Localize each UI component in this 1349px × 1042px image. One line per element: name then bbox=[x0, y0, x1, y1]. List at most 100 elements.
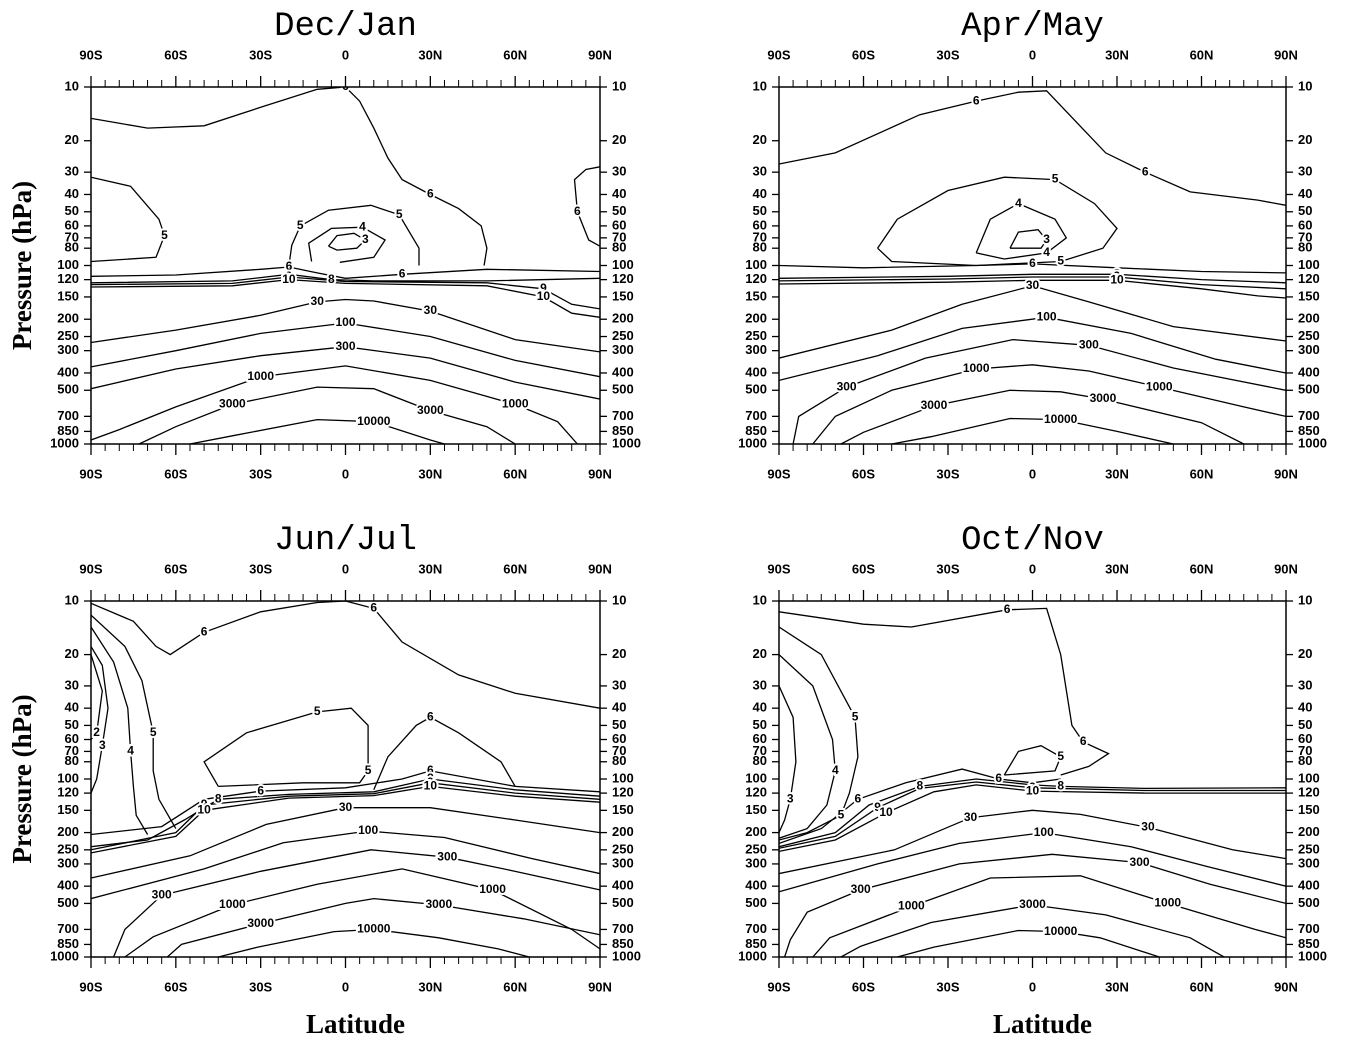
y-tick-label: 80 bbox=[1298, 753, 1312, 768]
contour-label: 9 bbox=[874, 800, 881, 814]
x-tick-label: 90S bbox=[79, 47, 102, 62]
x-tick-label: 90S bbox=[79, 561, 102, 576]
y-tick-label: 150 bbox=[57, 802, 79, 817]
y-tick-label: 200 bbox=[1298, 824, 1320, 839]
contour-label: 9 bbox=[286, 269, 293, 283]
contour-label: 8 bbox=[916, 779, 923, 793]
y-tick-label: 250 bbox=[1298, 841, 1320, 856]
contour-label: 30 bbox=[311, 294, 325, 308]
contour-line bbox=[112, 849, 600, 957]
y-tick-label: 700 bbox=[57, 921, 79, 936]
contour-label: 300 bbox=[851, 882, 871, 896]
y-tick-label: 200 bbox=[745, 824, 767, 839]
contour-line bbox=[779, 809, 1286, 875]
y-tick-label: 40 bbox=[612, 186, 626, 201]
y-tick-label: 50 bbox=[612, 203, 626, 218]
y-tick-label: 30 bbox=[753, 677, 767, 692]
y-tick-label: 400 bbox=[612, 878, 634, 893]
contour-label: 300 bbox=[437, 849, 457, 863]
contour-label: 3 bbox=[362, 232, 369, 246]
y-tick-label: 10 bbox=[65, 78, 79, 93]
contour-label: 5 bbox=[396, 207, 403, 221]
contour-label: 1000 bbox=[479, 882, 506, 896]
x-tick-label: 30S bbox=[249, 47, 272, 62]
x-tick-label: 60N bbox=[503, 47, 527, 62]
contour-label: 1000 bbox=[1154, 896, 1181, 910]
y-tick-label: 850 bbox=[745, 936, 767, 951]
x-tick-label: 30S bbox=[249, 561, 272, 576]
x-tick-label: 90S bbox=[79, 466, 102, 481]
y-tick-label: 250 bbox=[612, 841, 634, 856]
y-tick-label: 10 bbox=[612, 592, 626, 607]
contour-label: 100 bbox=[335, 315, 355, 329]
contour-line bbox=[779, 831, 1286, 893]
y-tick-label: 400 bbox=[57, 878, 79, 893]
y-tick-label: 80 bbox=[1298, 240, 1312, 255]
y-tick-label: 300 bbox=[57, 342, 79, 357]
x-axis-label: Latitude bbox=[306, 1009, 405, 1039]
contour-line bbox=[779, 273, 1286, 284]
y-tick-label: 20 bbox=[612, 646, 626, 661]
contour-line bbox=[573, 166, 600, 247]
y-tick-label: 30 bbox=[1298, 677, 1312, 692]
contour-label: 2 bbox=[93, 725, 100, 739]
contour-label: 3 bbox=[99, 738, 106, 752]
y-tick-label: 70 bbox=[753, 743, 767, 758]
y-tick-label: 40 bbox=[65, 700, 79, 715]
y-tick-label: 60 bbox=[753, 731, 767, 746]
contour-line bbox=[91, 614, 177, 829]
contour-line bbox=[91, 278, 600, 318]
contour-label: 5 bbox=[838, 808, 845, 822]
contour-line bbox=[91, 87, 488, 266]
y-tick-label: 400 bbox=[745, 364, 767, 379]
x-tick-label: 30N bbox=[1105, 466, 1129, 481]
y-tick-label: 120 bbox=[57, 785, 79, 800]
y-tick-label: 50 bbox=[612, 717, 626, 732]
panel-title: Dec/Jan bbox=[274, 8, 417, 46]
y-tick-label: 500 bbox=[1298, 895, 1320, 910]
contour-label: 6 bbox=[1142, 164, 1149, 178]
contour-label: 3000 bbox=[1090, 391, 1117, 405]
y-tick-label: 70 bbox=[1298, 229, 1312, 244]
y-tick-label: 120 bbox=[1298, 785, 1320, 800]
x-tick-label: 30N bbox=[1105, 979, 1129, 994]
y-tick-label: 80 bbox=[612, 753, 626, 768]
contour-line bbox=[975, 202, 1068, 260]
contour-line bbox=[91, 778, 600, 848]
y-tick-label: 200 bbox=[612, 824, 634, 839]
y-axis-label: Pressure (hPa) bbox=[7, 181, 37, 350]
y-tick-label: 50 bbox=[753, 203, 767, 218]
contour-line bbox=[779, 778, 1286, 848]
y-tick-label: 400 bbox=[57, 364, 79, 379]
y-tick-label: 50 bbox=[1298, 717, 1312, 732]
x-tick-label: 30S bbox=[936, 561, 959, 576]
contour-label: 300 bbox=[837, 379, 857, 393]
y-tick-label: 10 bbox=[65, 592, 79, 607]
contour-label: 6 bbox=[427, 763, 434, 777]
contour-line bbox=[779, 768, 1061, 845]
y-tick-label: 400 bbox=[745, 878, 767, 893]
y-tick-label: 70 bbox=[65, 743, 79, 758]
y-tick-label: 200 bbox=[57, 824, 79, 839]
contour-label: 6 bbox=[370, 601, 377, 615]
y-tick-label: 40 bbox=[753, 700, 767, 715]
contour-label: 6 bbox=[201, 625, 208, 639]
contour-label: 10 bbox=[879, 805, 893, 819]
y-tick-label: 200 bbox=[612, 311, 634, 326]
x-tick-label: 90S bbox=[767, 466, 790, 481]
contour-label: 8 bbox=[1114, 266, 1121, 280]
y-tick-label: 40 bbox=[65, 186, 79, 201]
contour-line bbox=[91, 626, 149, 835]
x-tick-label: 30S bbox=[249, 979, 272, 994]
y-tick-label: 40 bbox=[1298, 186, 1312, 201]
y-tick-label: 850 bbox=[57, 423, 79, 438]
y-tick-label: 250 bbox=[745, 841, 767, 856]
x-tick-label: 30N bbox=[418, 466, 442, 481]
contour-label: 5 bbox=[314, 704, 321, 718]
x-tick-label: 90S bbox=[767, 561, 790, 576]
contour-label: 4 bbox=[1043, 245, 1050, 259]
contour-line bbox=[779, 654, 836, 839]
y-tick-label: 60 bbox=[65, 217, 79, 232]
